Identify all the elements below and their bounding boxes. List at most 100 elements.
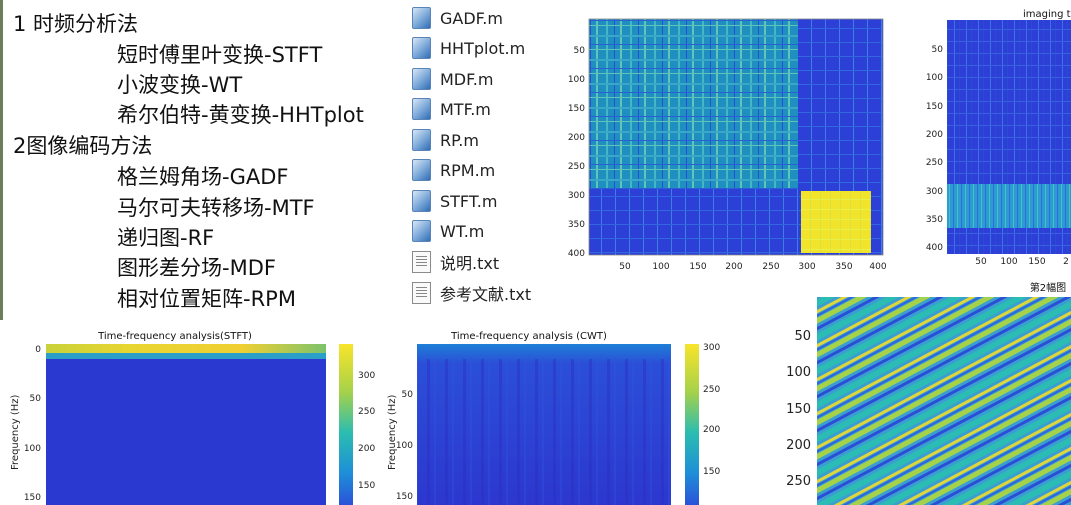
file-item[interactable]: MDF.m [412,67,493,91]
colorbar [339,344,353,505]
x-tick-label: 300 [798,262,815,272]
file-item[interactable]: RP.m [412,128,479,152]
matlab-file-icon [412,98,431,120]
file-name: MDF.m [440,69,494,89]
y-tick-label: 50 [574,46,586,56]
y-tick-label: 250 [786,474,811,489]
outline-item: 相对位置矩阵-RPM [117,287,296,311]
y-tick-label: 100 [568,75,585,85]
colorbar-tick-label: 150 [703,467,720,477]
outline-item: 马尔可夫转移场-MTF [117,196,315,220]
x-tick-label: 250 [762,262,779,272]
y-tick-label: 150 [786,402,811,417]
plot-title: Time-frequency analysis(STFT) [97,331,252,342]
x-tick-label: 350 [835,262,852,272]
plot-title: 第2幅图 [1030,281,1066,294]
colorbar-tick-label: 200 [703,425,720,435]
y-tick-label: 200 [568,133,585,143]
colorbar-tick-label: 300 [358,371,375,381]
y-tick-label: 150 [926,102,943,112]
cwt-plot: Time-frequency analysis (CWT) 50 100 150… [387,331,720,505]
plot-title: Time-frequency analysis (CWT) [450,331,607,342]
stft-plot: Time-frequency analysis(STFT) 0 50 100 1… [10,331,375,505]
x-tick-label: 100 [1000,257,1017,267]
matlab-file-icon [412,220,431,242]
file-item[interactable]: STFT.m [412,189,497,213]
x-tick-label: 2 [1063,257,1069,267]
x-tick-label: 200 [725,262,742,272]
file-item[interactable]: HHTplot.m [412,36,525,60]
y-tick-label: 100 [926,73,943,83]
y-tick-label: 50 [402,390,414,400]
file-item[interactable]: 说明.txt [412,250,499,274]
matlab-file-icon [412,7,431,29]
outline-item: 递归图-RF [117,226,215,250]
y-tick-label: 50 [932,45,944,55]
file-name: STFT.m [440,191,498,211]
matlab-file-icon [412,190,431,212]
colorbar-tick-label: 150 [358,481,375,491]
y-tick-label: 0 [35,345,41,355]
plot-title: imaging tim [1023,9,1071,20]
y-axis-label: Frequency (Hz) [387,394,398,470]
y-tick-label: 50 [794,329,811,344]
x-tick-label: 100 [652,262,669,272]
file-name: MTF.m [440,99,491,119]
colorbar-tick-label: 250 [703,385,720,395]
matlab-file-icon [412,68,431,90]
outline-item: 短时傅里叶变换-STFT [117,43,323,67]
x-tick-label: 50 [975,257,987,267]
y-tick-label: 250 [926,158,943,168]
outline-item: 小波变换-WT [117,73,243,97]
outline-item: 格兰姆角场-GADF [117,165,289,189]
outline-item: 希尔伯特-黄变换-HHTplot [117,103,364,127]
file-item[interactable]: MTF.m [412,97,491,121]
x-tick-label: 400 [869,262,886,272]
x-tick-label: 50 [619,262,631,272]
colorbar-tick-label: 200 [358,444,375,454]
y-tick-label: 200 [786,438,811,453]
file-name: 参考文献.txt [440,285,532,304]
text-file-icon [412,251,431,273]
y-tick-label: 150 [568,104,585,114]
file-name: RP.m [440,130,479,150]
outline-item: 2图像编码方法 [13,134,153,158]
outline-panel: 1 时频分析法 短时傅里叶变换-STFT 小波变换-WT 希尔伯特-黄变换-HH… [0,0,403,320]
text-file-icon [412,282,431,304]
matrix-plot-1: 50 100 150 200 250 300 350 400 50 100 15… [568,18,887,272]
y-tick-label: 100 [24,444,41,454]
file-name: HHTplot.m [440,38,526,58]
y-tick-label: 100 [786,365,811,380]
colorbar-tick-label: 300 [703,343,720,353]
y-tick-label: 400 [568,249,585,259]
file-item[interactable]: RPM.m [412,158,495,182]
y-tick-label: 250 [568,162,585,172]
file-name: GADF.m [440,8,503,28]
outline-item: 图形差分场-MDF [117,256,276,280]
x-tick-label: 150 [1028,257,1045,267]
y-tick-label: 400 [926,243,943,253]
file-item[interactable]: 参考文献.txt [412,281,531,305]
y-tick-label: 300 [926,187,943,197]
file-item[interactable]: GADF.m [412,6,503,30]
matlab-file-icon [412,159,431,181]
y-tick-label: 100 [396,441,413,451]
y-tick-label: 50 [30,394,42,404]
y-tick-label: 150 [396,492,413,502]
x-tick-label: 150 [689,262,706,272]
matlab-file-icon [412,129,431,151]
matrix-plot-2: imaging tim 50 100 150 200 250 300 350 4… [926,9,1071,267]
y-tick-label: 350 [568,220,585,230]
y-axis-label: Frequency (Hz) [10,394,21,470]
y-tick-label: 150 [24,493,41,503]
file-name: RPM.m [440,160,496,180]
file-item[interactable]: WT.m [412,219,484,243]
y-tick-label: 300 [568,191,585,201]
file-name: 说明.txt [440,254,500,273]
y-tick-label: 200 [926,130,943,140]
colorbar [685,344,699,505]
colorbar-tick-label: 250 [358,407,375,417]
image2-plot: 第2幅图 50 100 150 200 250 [786,281,1071,505]
matlab-file-icon [412,37,431,59]
y-tick-label: 350 [926,215,943,225]
